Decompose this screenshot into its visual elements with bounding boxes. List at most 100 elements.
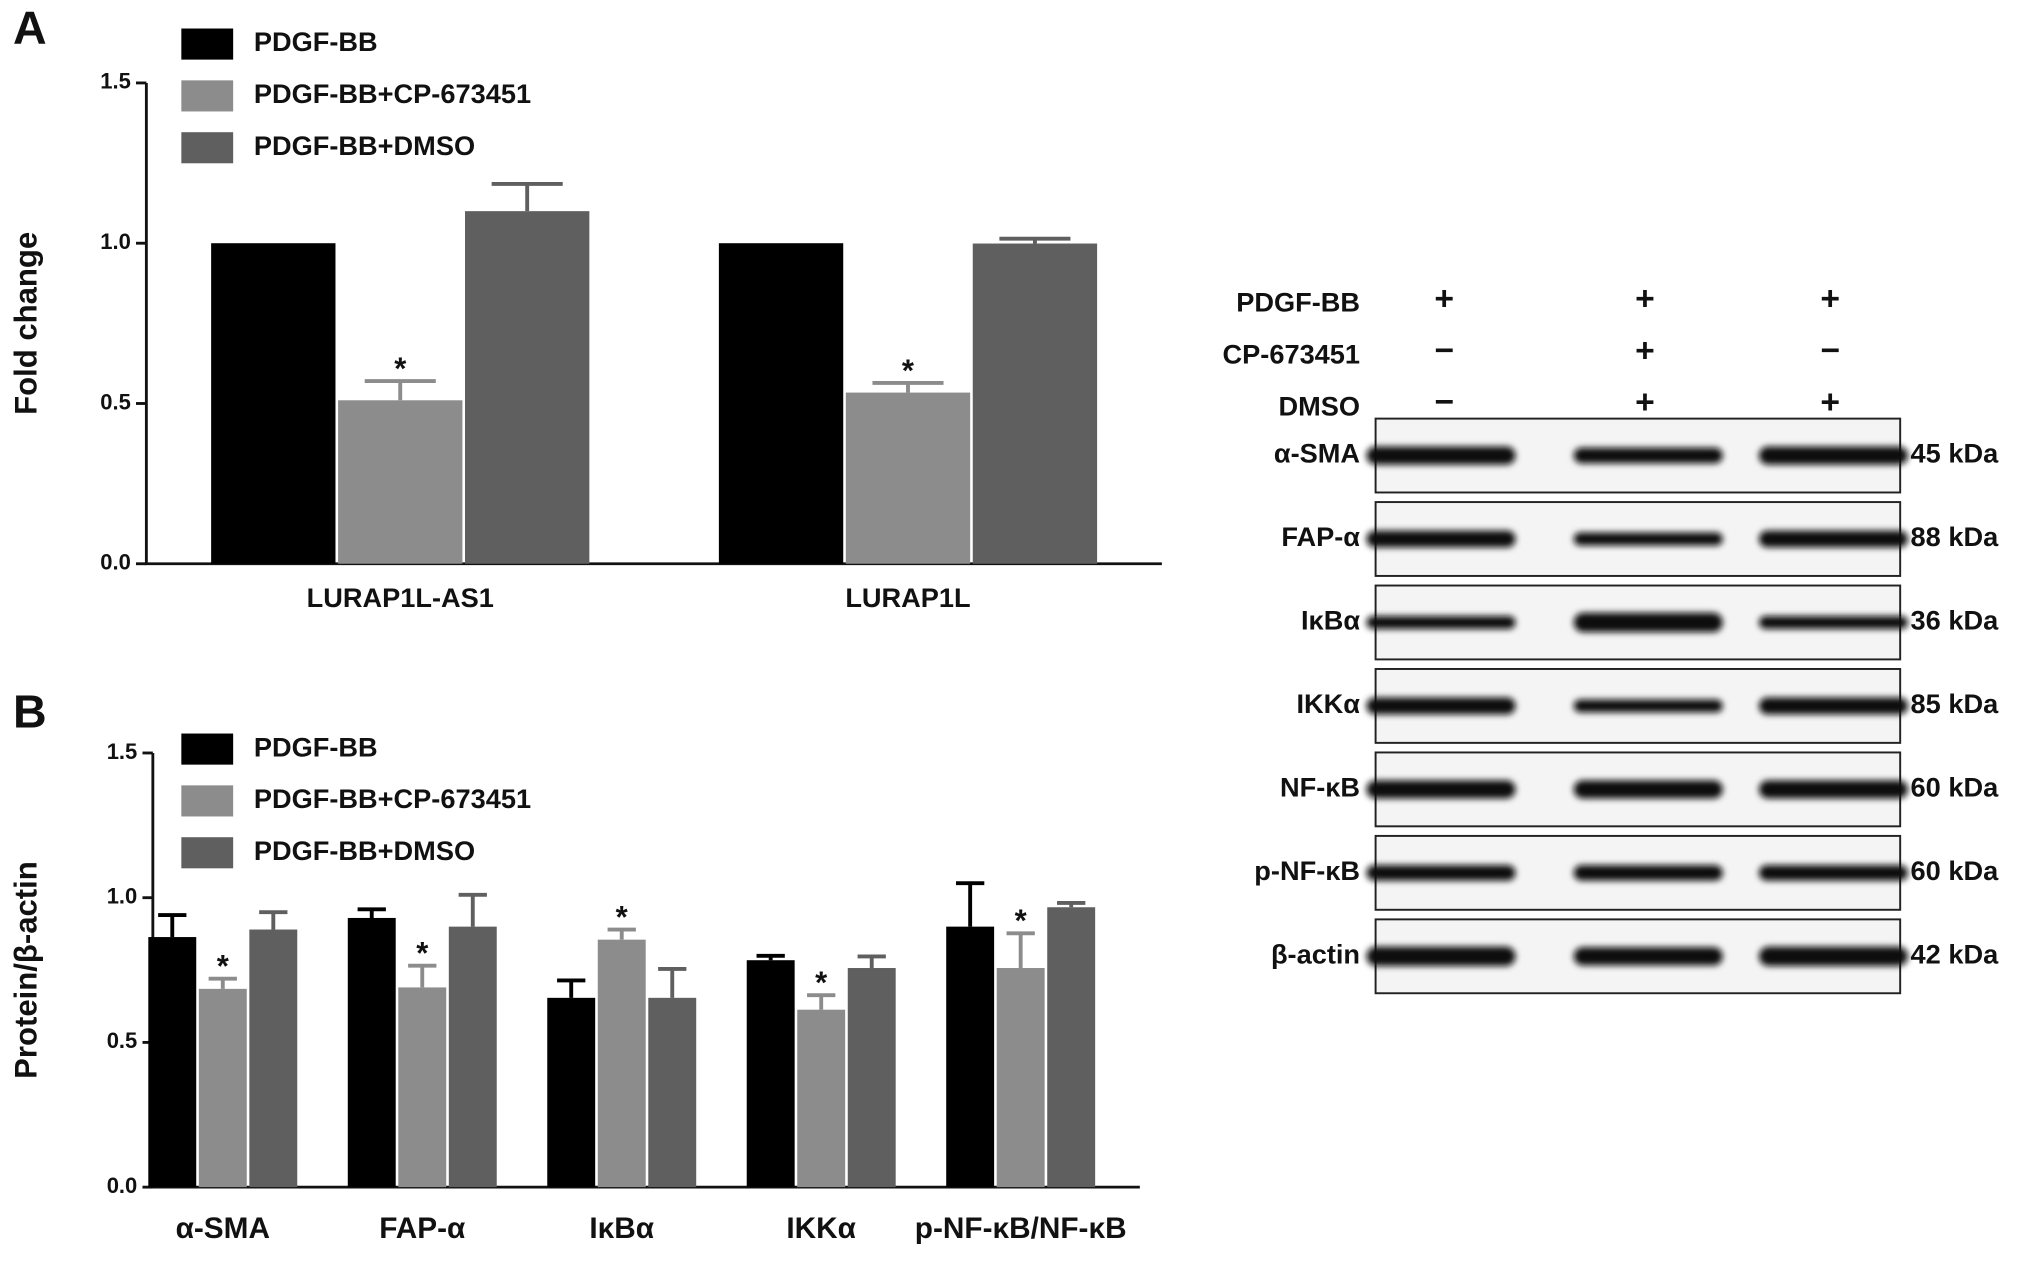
bar [448, 926, 497, 1188]
blot-band [1758, 780, 1908, 799]
band-size: 60 kDa [1911, 772, 2000, 803]
significance-mark: * [1015, 903, 1028, 938]
error-bar [491, 181, 563, 212]
blot-band [1366, 780, 1516, 799]
bar [465, 211, 590, 564]
band-size: 45 kDa [1911, 438, 2000, 469]
band-label: NF-κB [1280, 772, 1360, 803]
treatment-sign: + [1635, 332, 1655, 369]
error-bar [756, 953, 785, 961]
treatment-sign: + [1820, 384, 1840, 421]
error-bar [458, 892, 487, 927]
bar [746, 960, 795, 1188]
y-tick-label: 0.5 [107, 1028, 138, 1053]
blot-band [1366, 865, 1516, 881]
treatment-sign: + [1820, 281, 1840, 318]
blot-band [1573, 447, 1723, 464]
error-bar [1057, 900, 1086, 908]
bar [347, 917, 396, 1188]
legend-swatch [181, 837, 234, 869]
blot-band [1366, 530, 1516, 548]
legend-label: PDGF-BB [254, 731, 378, 762]
y-axis-label: Protein/β-actin [9, 861, 44, 1079]
band-label: FAP-α [1281, 521, 1360, 552]
error-bar [857, 954, 886, 969]
band-label: IKKα [1297, 688, 1361, 719]
y-tick-label: 1.5 [100, 69, 131, 94]
error-bar [658, 966, 687, 998]
legend-label: PDGF-BB+CP-673451 [254, 783, 531, 814]
legend-label: PDGF-BB [254, 26, 378, 57]
bar [946, 926, 995, 1188]
treatment-sign: + [1434, 281, 1454, 318]
band-label: p-NF-κB [1254, 855, 1360, 886]
treatment-sign: + [1635, 384, 1655, 421]
bar [211, 243, 336, 564]
error-bar [557, 978, 586, 998]
blot-band [1366, 946, 1516, 967]
x-tick-label: LURAP1L-AS1 [307, 582, 494, 613]
blot-band [1573, 780, 1723, 799]
error-bar [208, 976, 237, 989]
y-tick-label: 0.0 [100, 550, 131, 575]
treatment-sign: + [1635, 281, 1655, 318]
band-label: α-SMA [1274, 438, 1360, 469]
treatment-label: PDGF-BB [1236, 287, 1360, 318]
x-tick-label: LURAP1L [845, 582, 970, 613]
treatment-label: DMSO [1279, 390, 1361, 421]
significance-mark: * [902, 353, 915, 388]
bar [718, 243, 844, 564]
error-bar [607, 927, 636, 940]
bar [797, 1009, 846, 1188]
error-bar [357, 907, 386, 918]
treatment-sign: − [1434, 384, 1454, 421]
y-tick-label: 1.0 [100, 229, 131, 254]
band-size: 60 kDa [1911, 855, 2000, 886]
legend-swatch [181, 733, 234, 765]
legend-swatch [181, 132, 234, 164]
error-bar [1006, 931, 1035, 969]
legend-label: PDGF-BB+DMSO [254, 130, 475, 161]
y-tick-label: 1.0 [107, 883, 138, 908]
panel-label: A [13, 1, 47, 53]
error-bar [956, 881, 985, 927]
x-tick-label: α-SMA [176, 1212, 270, 1245]
bar [249, 929, 298, 1188]
significance-mark: * [815, 965, 828, 1000]
bar [148, 937, 197, 1188]
blot-band [1573, 699, 1723, 713]
bar [648, 997, 697, 1188]
band-size: 42 kDa [1911, 938, 2000, 969]
bar [972, 243, 1098, 564]
blot-band [1758, 530, 1908, 548]
band-size: 36 kDa [1911, 605, 2000, 636]
bar [198, 988, 247, 1188]
error-bar [364, 379, 436, 401]
y-tick-label: 0.0 [107, 1173, 138, 1198]
legend-label: PDGF-BB+DMSO [254, 835, 475, 866]
bar [847, 968, 896, 1188]
legend-swatch [181, 785, 234, 817]
blot-band [1366, 697, 1516, 715]
significance-mark: * [416, 936, 429, 971]
blot-band [1758, 446, 1908, 465]
bar [398, 987, 447, 1188]
band-size: 85 kDa [1911, 688, 2000, 719]
blot-band [1758, 697, 1908, 715]
x-tick-label: IκBα [589, 1212, 654, 1245]
error-bar [872, 381, 944, 393]
band-label: β-actin [1271, 938, 1360, 969]
bar [845, 392, 971, 564]
x-tick-label: p-NF-κB/NF-κB [915, 1212, 1127, 1245]
treatment-sign: − [1820, 332, 1840, 369]
y-axis-label: Fold change [9, 232, 44, 415]
error-bar [259, 910, 288, 930]
blot-band [1366, 446, 1516, 465]
x-tick-label: FAP-α [379, 1212, 465, 1245]
legend-swatch [181, 28, 234, 60]
treatment-label: CP-673451 [1223, 339, 1361, 370]
legend-swatch [181, 80, 234, 112]
bar [1047, 907, 1096, 1188]
significance-mark: * [616, 899, 629, 934]
